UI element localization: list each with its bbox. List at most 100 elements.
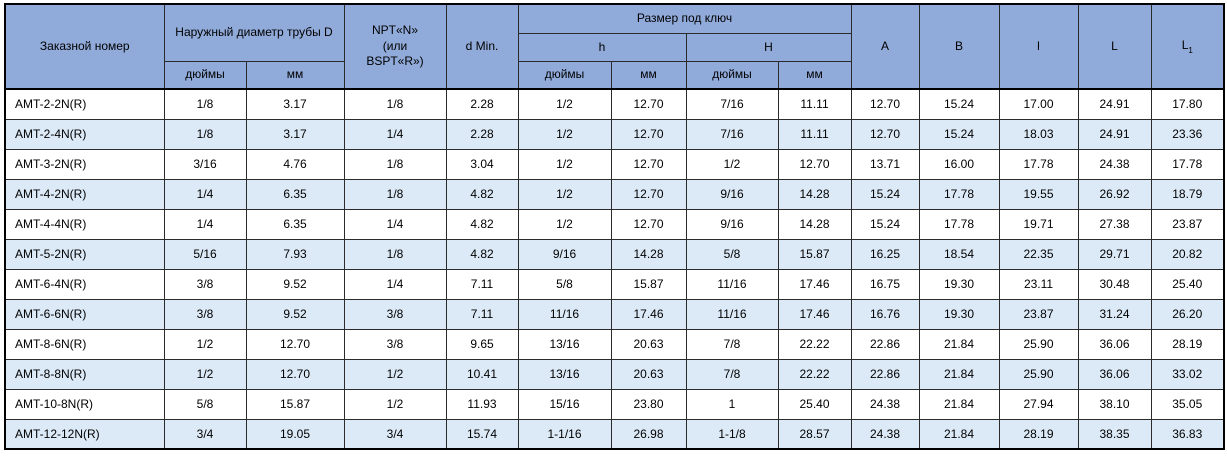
value-cell: 11.11 [777, 118, 852, 150]
value-cell: 7.93 [245, 238, 345, 270]
value-cell: 15.87 [777, 238, 852, 270]
value-cell: 19.55 [998, 178, 1079, 210]
value-cell: 2.28 [445, 88, 519, 120]
value-cell: 18.79 [1150, 178, 1225, 210]
header-order-number: Заказной номер [4, 3, 165, 90]
value-cell: 7.11 [445, 298, 519, 330]
value-cell: 16.76 [850, 298, 920, 330]
value-cell: 17.80 [1150, 88, 1225, 120]
value-cell: 24.38 [850, 388, 920, 420]
value-cell: 1/2 [343, 388, 447, 420]
value-cell: 27.38 [1077, 208, 1152, 240]
value-cell: 9.52 [245, 298, 345, 330]
order-number-cell: AMT-5-2N(R) [4, 238, 165, 270]
value-cell: 35.05 [1150, 388, 1225, 420]
value-cell: 4.76 [245, 148, 345, 180]
table-row: AMT-2-2N(R) 1/8 3.17 1/8 2.28 1/2 12.70 7/16 11.… [4, 88, 1225, 120]
value-cell: 16.00 [918, 148, 1000, 180]
header-col-b: B [918, 3, 1000, 90]
table-row: AMT-8-8N(R) 1/2 12.70 1/2 10.41 13/16 20.63 7/8… [4, 358, 1225, 390]
value-cell: 23.80 [610, 388, 687, 420]
value-cell: 31.24 [1077, 298, 1152, 330]
value-cell: 26.92 [1077, 178, 1152, 210]
value-cell: 18.54 [918, 238, 1000, 270]
value-cell: 12.70 [610, 178, 687, 210]
value-cell: 1/4 [163, 208, 247, 240]
value-cell: 38.35 [1077, 418, 1152, 450]
header-col-l1-subscript: 1 [1188, 45, 1193, 55]
value-cell: 5/8 [517, 268, 612, 300]
value-cell: 36.83 [1150, 418, 1225, 450]
value-cell: 16.75 [850, 268, 920, 300]
value-cell: 4.82 [445, 238, 519, 270]
value-cell: 36.06 [1077, 358, 1152, 390]
value-cell: 27.94 [998, 388, 1079, 420]
value-cell: 11/16 [685, 298, 779, 330]
value-cell: 14.28 [777, 208, 852, 240]
value-cell: 12.70 [245, 328, 345, 360]
value-cell: 1/8 [163, 88, 247, 120]
value-cell: 28.57 [777, 418, 852, 450]
value-cell: 17.78 [998, 148, 1079, 180]
value-cell: 13.71 [850, 148, 920, 180]
value-cell: 14.28 [777, 178, 852, 210]
header-diameter-inches: дюймы [163, 60, 247, 90]
header-npt-line2: (или [382, 38, 408, 53]
fitting-dimensions-table: Заказной номер Наружный диаметр трубы D … [4, 3, 1226, 450]
order-number-cell: AMT-4-2N(R) [4, 178, 165, 210]
order-number-cell: AMT-12-12N(R) [4, 418, 165, 450]
table-row: AMT-5-2N(R) 5/16 7.93 1/8 4.82 9/16 14.28 5/8 15… [4, 238, 1225, 270]
value-cell: 1/2 [517, 208, 612, 240]
value-cell: 26.98 [610, 418, 687, 450]
value-cell: 1/2 [517, 178, 612, 210]
value-cell: 3/4 [343, 418, 447, 450]
value-cell: 19.71 [998, 208, 1079, 240]
value-cell: 13/16 [517, 358, 612, 390]
value-cell: 17.46 [777, 268, 852, 300]
order-number-cell: AMT-8-6N(R) [4, 328, 165, 360]
value-cell: 33.02 [1150, 358, 1225, 390]
value-cell: 3/4 [163, 418, 247, 450]
value-cell: 1/8 [343, 238, 447, 270]
value-cell: 12.70 [610, 118, 687, 150]
value-cell: 5/16 [163, 238, 247, 270]
value-cell: 3/8 [343, 298, 447, 330]
value-cell: 11.93 [445, 388, 519, 420]
value-cell: 21.84 [918, 328, 1000, 360]
table-row: AMT-3-2N(R) 3/16 4.76 1/8 3.04 1/2 12.70 1/2 12.… [4, 148, 1225, 180]
value-cell: 3/8 [163, 298, 247, 330]
value-cell: 24.38 [850, 418, 920, 450]
header-row-1: Заказной номер Наружный диаметр трубы D … [4, 3, 1225, 90]
header-outer-diameter: Наружный диаметр трубы D [163, 3, 345, 62]
value-cell: 21.84 [918, 388, 1000, 420]
value-cell: 11/16 [685, 268, 779, 300]
table-row: AMT-12-12N(R) 3/4 19.05 3/4 15.74 1-1/16 26.98… [4, 418, 1225, 450]
value-cell: 20.82 [1150, 238, 1225, 270]
order-number-cell: AMT-2-2N(R) [4, 88, 165, 120]
value-cell: 18.03 [998, 118, 1079, 150]
value-cell: 19.30 [918, 268, 1000, 300]
value-cell: 9/16 [685, 178, 779, 210]
value-cell: 12.70 [610, 208, 687, 240]
header-hh-inches: дюймы [685, 60, 779, 90]
table-header: Заказной номер Наружный диаметр трубы D … [4, 3, 1225, 90]
table-body: AMT-2-2N(R) 1/8 3.17 1/8 2.28 1/2 12.70 7/16 11.… [4, 88, 1225, 450]
header-col-l: L [1077, 3, 1152, 90]
value-cell: 1/8 [343, 148, 447, 180]
value-cell: 19.05 [245, 418, 345, 450]
value-cell: 22.22 [777, 358, 852, 390]
value-cell: 23.36 [1150, 118, 1225, 150]
header-row-3: дюймы мм дюймы мм дюймы мм [5, 60, 1224, 90]
value-cell: 17.46 [777, 298, 852, 330]
value-cell: 15.87 [245, 388, 345, 420]
value-cell: 9/16 [685, 208, 779, 240]
value-cell: 5/8 [163, 388, 247, 420]
table-row: AMT-4-2N(R) 1/4 6.35 1/8 4.82 1/2 12.70 9/16 14.… [4, 178, 1225, 210]
table-row: AMT-6-6N(R) 3/8 9.52 3/8 7.11 11/16 17.46 11/16… [4, 298, 1225, 330]
value-cell: 15/16 [517, 388, 612, 420]
value-cell: 17.00 [998, 88, 1079, 120]
value-cell: 12.70 [777, 148, 852, 180]
header-row-2: h H [5, 32, 1224, 62]
value-cell: 1/8 [343, 88, 447, 120]
value-cell: 1-1/16 [517, 418, 612, 450]
